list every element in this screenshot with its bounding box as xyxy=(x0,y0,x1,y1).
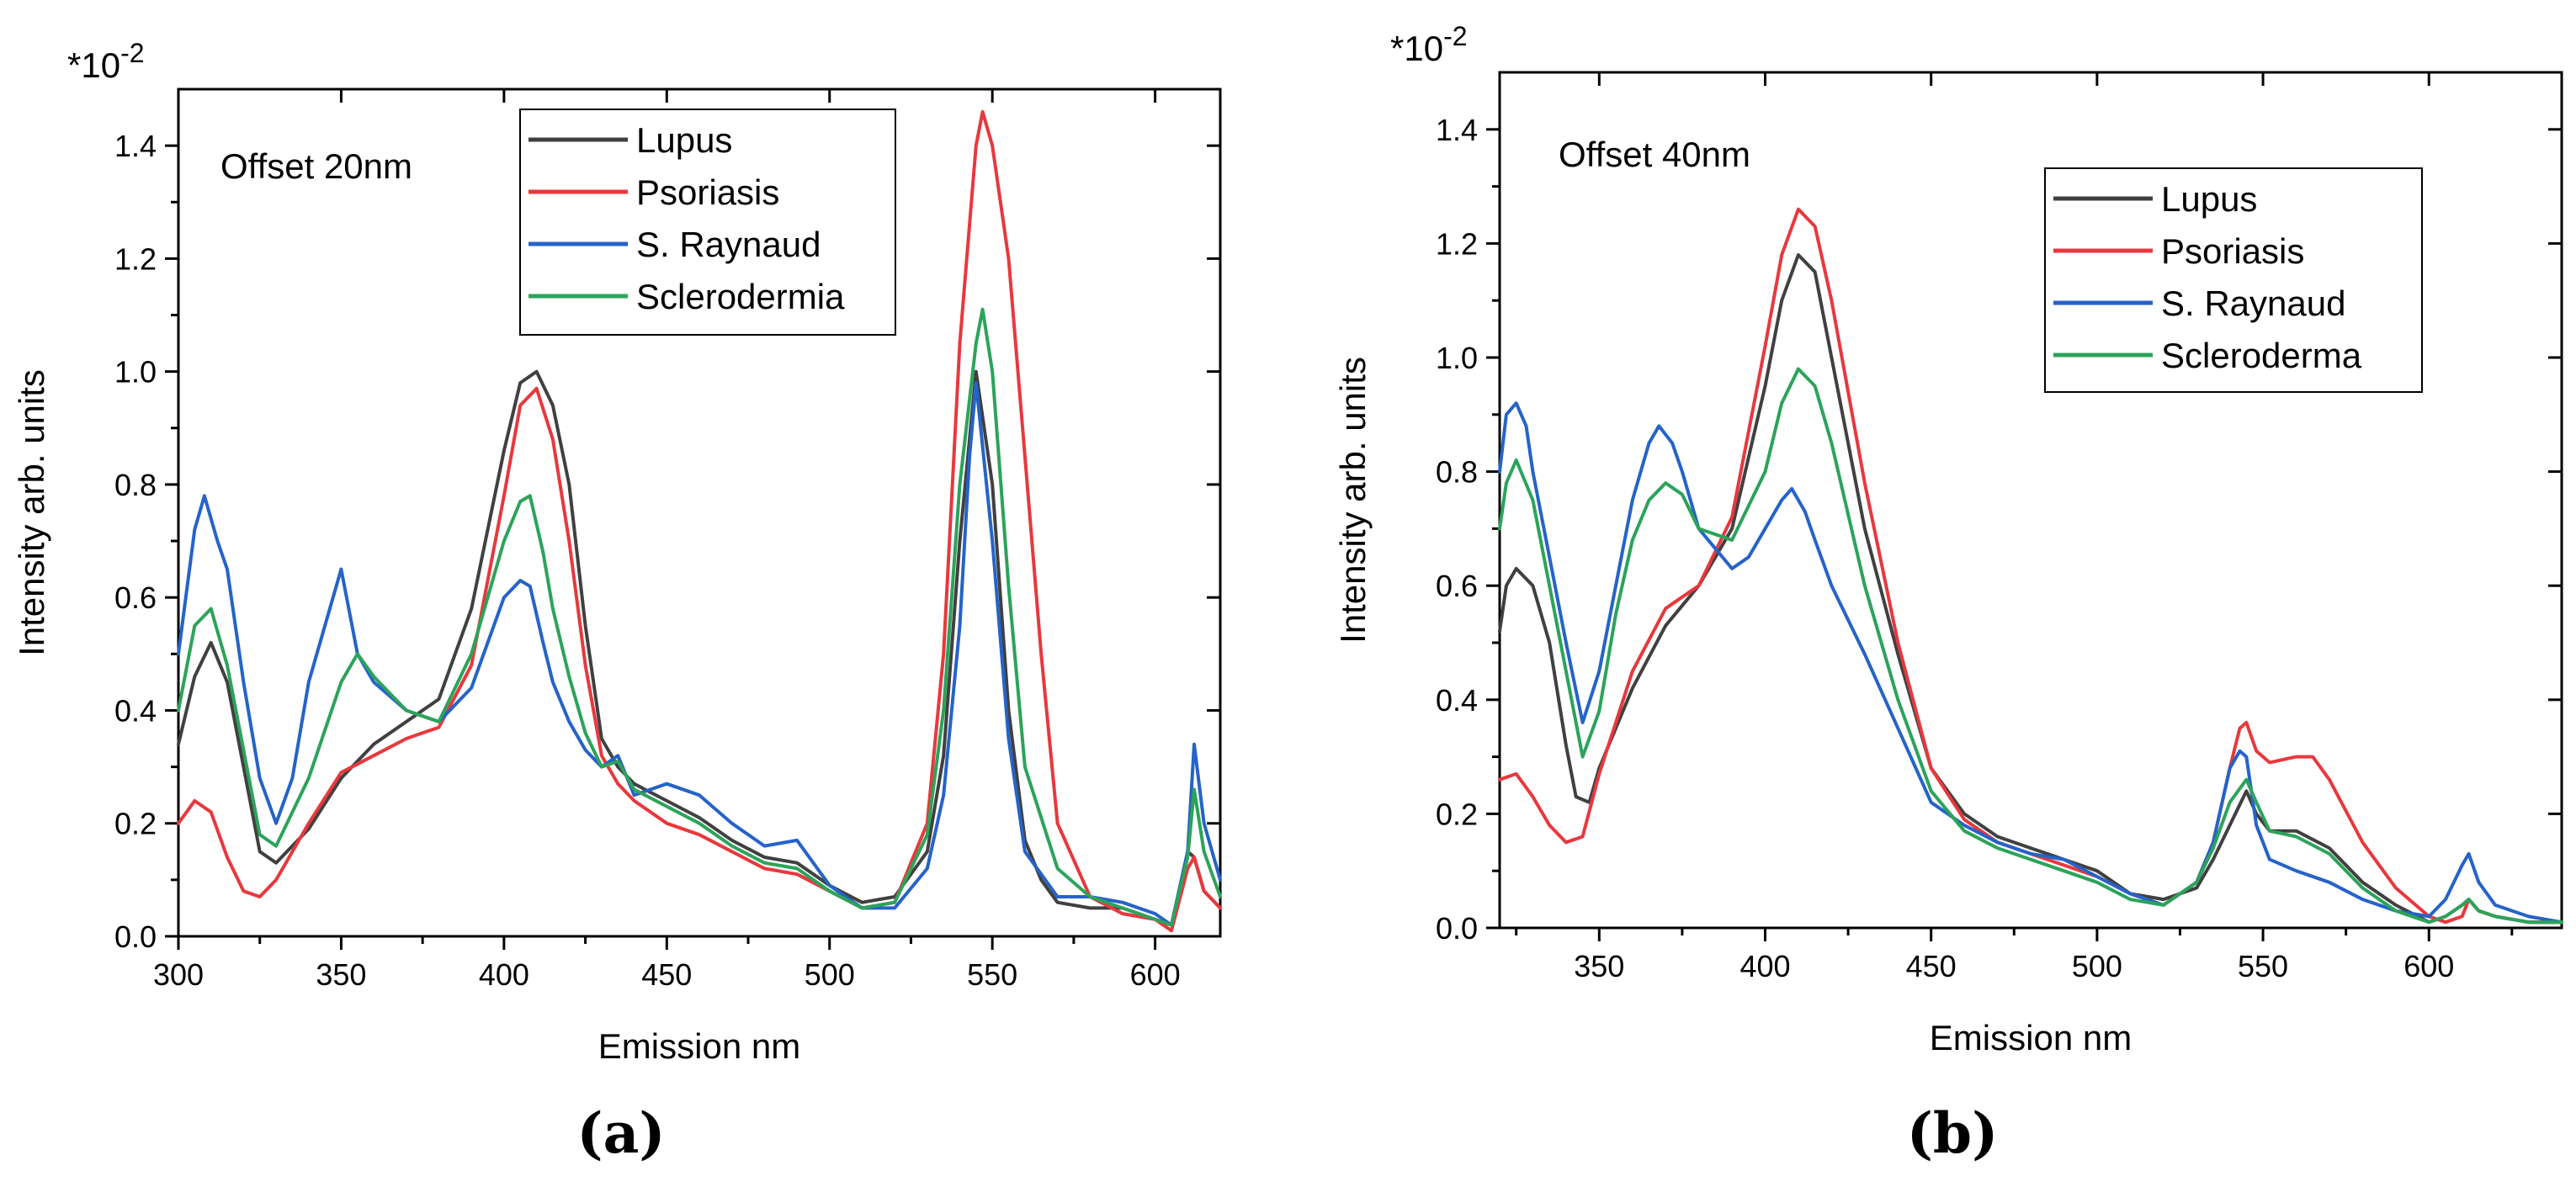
y-tick-label: 0.0 xyxy=(1436,911,1478,946)
x-tick-label: 600 xyxy=(2403,949,2454,983)
x-tick-label: 550 xyxy=(2238,949,2288,983)
y-tick-label: 1.2 xyxy=(114,241,157,276)
series-line-scleroderma xyxy=(1498,367,2563,925)
legend-label: Psoriasis xyxy=(636,172,779,212)
y-tick-label: 0.2 xyxy=(114,807,157,841)
plot-frame xyxy=(1498,71,2563,930)
x-tick-label: 500 xyxy=(2072,949,2122,983)
x-tick-label: 600 xyxy=(1130,957,1181,992)
axis-multiplier: *10-2 xyxy=(67,38,145,85)
y-tick-label: 1.0 xyxy=(1436,341,1478,375)
x-tick-label: 350 xyxy=(316,957,366,992)
legend-label: Lupus xyxy=(636,120,732,160)
axis-multiplier: *10-2 xyxy=(1390,21,1468,68)
plot-frame xyxy=(177,87,1222,938)
x-tick-label: 400 xyxy=(479,957,529,992)
series-line-psoriasis xyxy=(177,109,1222,933)
y-tick-label: 1.4 xyxy=(114,129,157,163)
x-tick-label: 400 xyxy=(1739,949,1790,983)
y-tick-label: 1.4 xyxy=(1436,113,1478,147)
panel-label: (a) xyxy=(576,1100,665,1166)
y-tick-label: 0.0 xyxy=(114,919,157,954)
y-axis-title: Intensity arb. units xyxy=(12,369,51,656)
legend: Lupus Psoriasis S. Raynaud Sclerodermia xyxy=(519,109,896,336)
y-tick-label: 0.6 xyxy=(1436,569,1478,603)
y-tick-label: 0.8 xyxy=(1436,455,1478,490)
legend: Lupus Psoriasis S. Raynaud Scleroderma xyxy=(2044,167,2423,393)
chart-panel-a: 300 350 400 450 500 550 600 0.0 0.2 0.4 0.6 0.8 1.0 1… xyxy=(12,38,1222,1166)
x-axis-title: Emission nm xyxy=(1930,1018,2132,1057)
series-line-s-raynaud xyxy=(177,381,1222,927)
chart-panel-b: 350 400 450 500 550 600 0.0 0.2 0.4 0.6 0.8 1.0 1.2 1… xyxy=(1333,21,2563,1166)
y-tick-label: 1.0 xyxy=(114,355,157,389)
y-axis-title: Intensity arb. units xyxy=(1333,357,1373,644)
legend-label: Sclerodermia xyxy=(636,277,845,316)
y-tick-label: 0.6 xyxy=(114,580,157,615)
x-tick-label: 500 xyxy=(805,957,855,992)
y-tick-label: 1.2 xyxy=(1436,226,1478,261)
panel-label: (b) xyxy=(1907,1100,1999,1166)
x-tick-label: 350 xyxy=(1574,949,1624,983)
legend-label: Scleroderma xyxy=(2161,336,2362,375)
y-tick-label: 0.4 xyxy=(114,693,157,728)
x-tick-label: 550 xyxy=(967,957,1017,992)
x-tick-label: 300 xyxy=(153,957,204,992)
x-tick-label: 450 xyxy=(1906,949,1957,983)
series-line-s-raynaud xyxy=(1498,401,2563,925)
x-tick-label: 450 xyxy=(641,957,692,992)
y-tick-label: 0.2 xyxy=(1436,797,1478,831)
offset-annotation: Offset 20nm xyxy=(220,146,412,186)
series-line-lupus xyxy=(177,369,1222,927)
y-tick-label: 0.4 xyxy=(1436,683,1478,718)
series-line-lupus xyxy=(1498,253,2563,925)
legend-label: S. Raynaud xyxy=(2161,284,2345,323)
legend-label: Lupus xyxy=(2161,179,2257,219)
x-axis-title: Emission nm xyxy=(598,1026,800,1066)
series-line-sclerodermia xyxy=(177,307,1222,927)
legend-label: Psoriasis xyxy=(2161,231,2304,271)
legend-label: S. Raynaud xyxy=(636,225,821,264)
offset-annotation: Offset 40nm xyxy=(1559,135,1750,174)
y-tick-label: 0.8 xyxy=(114,468,157,502)
series-line-psoriasis xyxy=(1498,207,2563,925)
